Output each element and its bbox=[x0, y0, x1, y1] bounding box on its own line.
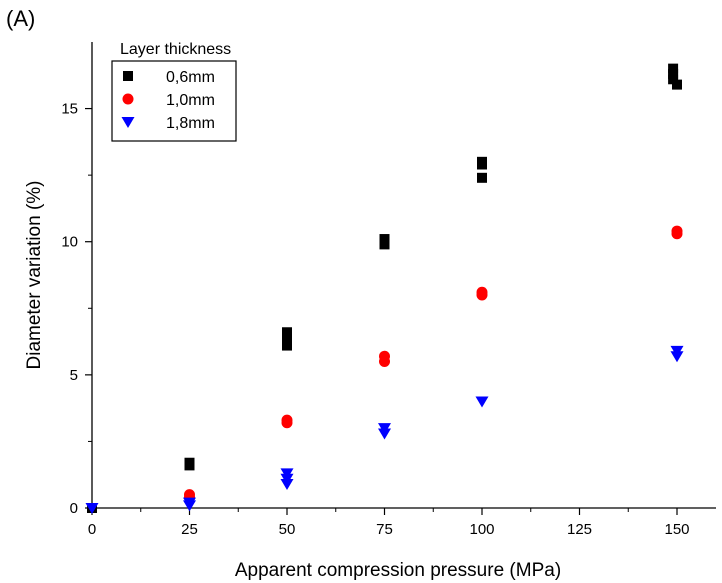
data-point-series-0 bbox=[477, 156, 487, 167]
data-point-series-1 bbox=[379, 350, 390, 362]
data-point-series-1 bbox=[281, 414, 293, 426]
legend-title: Layer thickness bbox=[120, 41, 231, 58]
data-point-series-2 bbox=[670, 345, 684, 357]
data-point-series-0 bbox=[379, 234, 390, 245]
data-point-series-0 bbox=[668, 74, 679, 85]
data-point-series-1 bbox=[476, 286, 488, 298]
y-tick-label: 10 bbox=[61, 234, 78, 251]
data-point-series-0 bbox=[379, 239, 390, 250]
x-tick-label: 150 bbox=[664, 521, 689, 538]
data-point-series-1 bbox=[671, 225, 683, 237]
x-tick-label: 125 bbox=[567, 521, 592, 538]
legend-label: 1,0mm bbox=[166, 92, 215, 109]
data-point-series-0 bbox=[672, 79, 682, 90]
legend-symbol bbox=[121, 117, 135, 128]
data-point-series-2 bbox=[280, 468, 294, 480]
x-tick-label: 75 bbox=[376, 521, 393, 538]
legend-box bbox=[111, 60, 237, 142]
data-point-series-0 bbox=[282, 335, 292, 346]
data-point-series-2 bbox=[475, 396, 489, 408]
legend-label: 0,6mm bbox=[166, 69, 215, 86]
data-point-series-0 bbox=[668, 63, 679, 74]
x-tick-label: 100 bbox=[469, 521, 494, 538]
data-point-series-0 bbox=[668, 68, 679, 79]
x-tick-label: 25 bbox=[181, 521, 198, 538]
x-axis-title: Apparent compression pressure (MPa) bbox=[235, 560, 561, 581]
data-point-series-0 bbox=[282, 327, 292, 338]
y-tick-label: 0 bbox=[70, 500, 78, 517]
data-point-series-2 bbox=[85, 503, 99, 514]
data-point-series-2 bbox=[183, 497, 196, 509]
data-point-series-0 bbox=[184, 457, 195, 468]
y-axis-title: Diameter variation (%) bbox=[24, 181, 45, 370]
data-point-series-0 bbox=[282, 340, 292, 351]
data-point-series-2 bbox=[378, 423, 391, 435]
y-tick-label: 5 bbox=[70, 367, 78, 384]
legend-symbol bbox=[122, 93, 134, 105]
y-tick-label: 15 bbox=[61, 101, 78, 118]
data-point-series-0 bbox=[477, 172, 487, 183]
x-tick-label: 50 bbox=[279, 521, 296, 538]
x-tick-label: 0 bbox=[88, 521, 96, 538]
panel-label: (A) bbox=[6, 6, 36, 31]
legend-label: 1,8mm bbox=[166, 115, 215, 132]
data-point-series-1 bbox=[184, 489, 195, 501]
legend-symbol bbox=[123, 71, 133, 81]
